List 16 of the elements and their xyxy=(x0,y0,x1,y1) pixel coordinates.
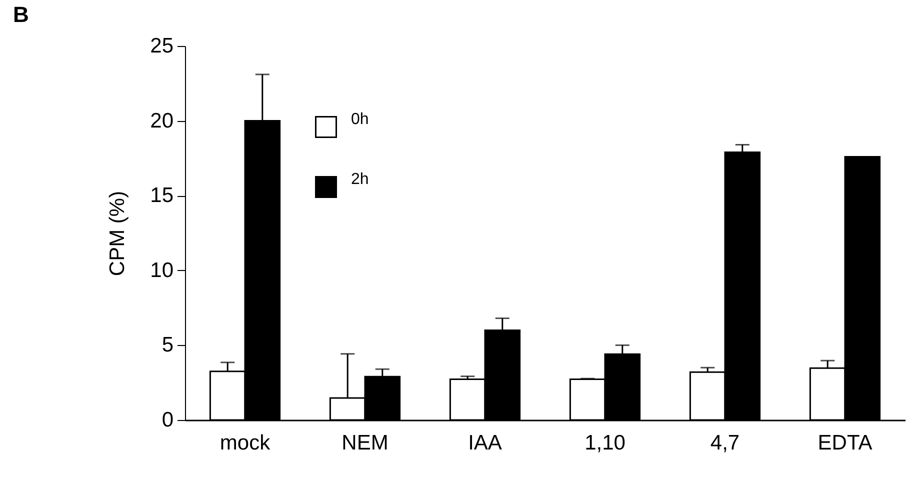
y-tick-label: 0 xyxy=(162,408,174,432)
legend-label: 2h xyxy=(351,171,369,188)
y-tick-label: 5 xyxy=(162,334,174,357)
x-tick-label: mock xyxy=(220,432,271,454)
y-tick-label: 25 xyxy=(150,34,174,58)
x-tick-label: IAA xyxy=(468,432,502,454)
y-tick-label: 20 xyxy=(150,109,174,132)
x-tick-label: NEM xyxy=(342,432,388,454)
legend-label: 0h xyxy=(351,111,369,128)
y-tick-label: 15 xyxy=(150,184,174,208)
x-tick-label: 1,10 xyxy=(584,432,626,454)
y-tick-label: 10 xyxy=(150,258,174,282)
y-axis-title: CPM (%) xyxy=(106,190,130,276)
chart-title: B xyxy=(13,2,29,27)
x-tick-label: EDTA xyxy=(818,432,872,454)
x-tick-label: 4,7 xyxy=(710,432,740,454)
